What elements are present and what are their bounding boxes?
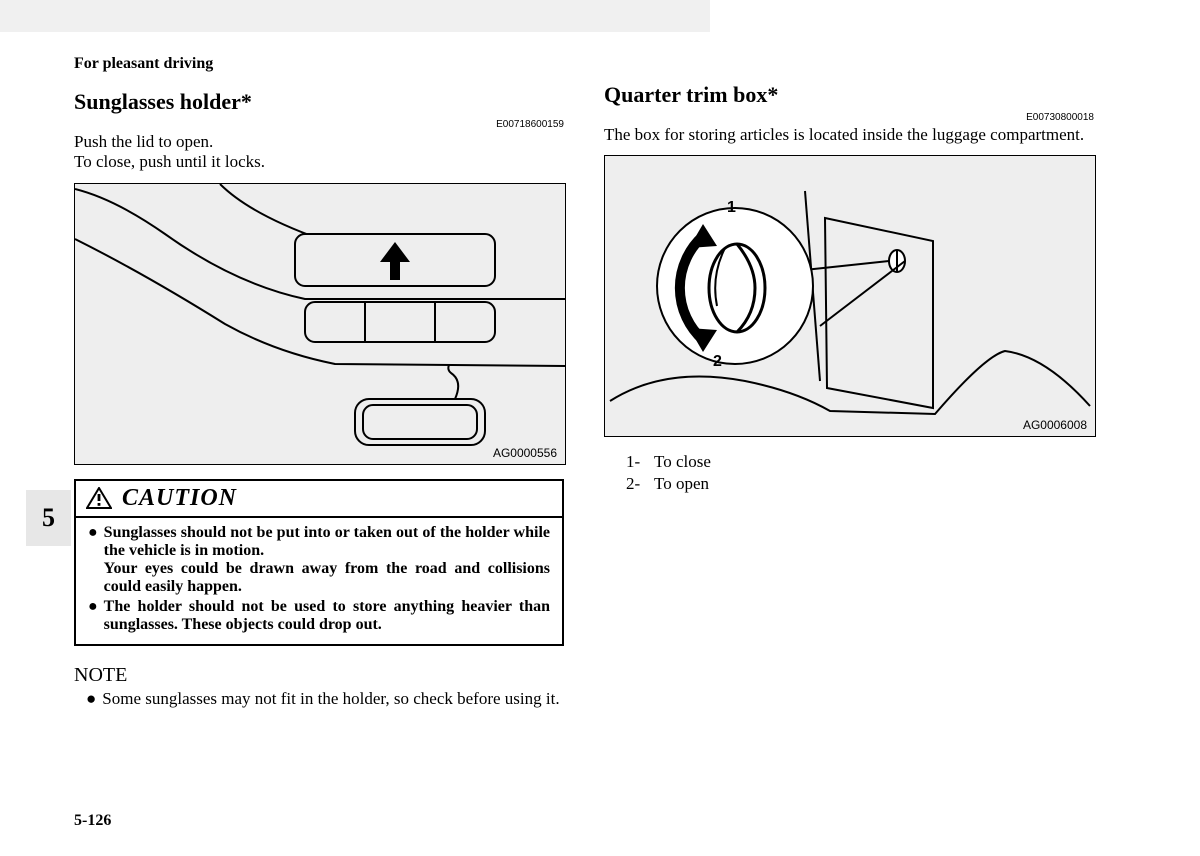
right-doc-id: E00730800018 bbox=[604, 112, 1094, 123]
fig2-label-2: 2 bbox=[713, 353, 722, 370]
caution-item-2: The holder should not be used to store a… bbox=[104, 598, 550, 634]
caution-title-row: CAUTION bbox=[76, 481, 562, 518]
figure1-svg bbox=[75, 184, 565, 464]
top-shade bbox=[0, 0, 710, 32]
legend: 1- To close 2- To open bbox=[626, 451, 1094, 495]
note-title: NOTE bbox=[74, 664, 564, 687]
legend-row-1: 1- To close bbox=[626, 451, 1094, 473]
right-body: The box for storing articles is located … bbox=[604, 125, 1094, 145]
note-text: Some sunglasses may not fit in the holde… bbox=[102, 689, 564, 709]
caution-item-1: Sunglasses should not be put into or tak… bbox=[104, 524, 550, 596]
left-heading: Sunglasses holder* bbox=[74, 89, 564, 115]
right-column: Quarter trim box* E00730800018 The box f… bbox=[604, 82, 1094, 496]
bullet-icon: ● bbox=[88, 524, 98, 596]
left-body: Push the lid to open. To close, push unt… bbox=[74, 132, 564, 173]
figure2-id: AG0006008 bbox=[1023, 418, 1087, 432]
left-column: For pleasant driving Sunglasses holder* … bbox=[74, 55, 564, 709]
figure2-svg: 1 2 bbox=[605, 156, 1095, 436]
bullet-icon: ● bbox=[86, 689, 96, 709]
section-tab: 5 bbox=[26, 490, 71, 546]
figure-sunglasses-holder: AG0000556 bbox=[74, 183, 566, 465]
warning-icon bbox=[86, 487, 112, 509]
left-body-line2: To close, push until it locks. bbox=[74, 152, 265, 171]
left-doc-id: E00718600159 bbox=[74, 119, 564, 130]
figure1-id: AG0000556 bbox=[493, 446, 557, 460]
caution-body: ● Sunglasses should not be put into or t… bbox=[76, 518, 562, 644]
bullet-icon: ● bbox=[88, 598, 98, 634]
legend-1-num: 1- bbox=[626, 451, 654, 473]
note-body: ● Some sunglasses may not fit in the hol… bbox=[74, 689, 564, 709]
figure-quarter-trim-box: 1 2 AG0006008 bbox=[604, 155, 1096, 437]
page-number: 5-126 bbox=[74, 812, 111, 830]
caution-title: CAUTION bbox=[122, 485, 237, 512]
legend-row-2: 2- To open bbox=[626, 473, 1094, 495]
legend-2-text: To open bbox=[654, 473, 709, 495]
running-head: For pleasant driving bbox=[74, 55, 564, 73]
caution-box: CAUTION ● Sunglasses should not be put i… bbox=[74, 479, 564, 646]
legend-1-text: To close bbox=[654, 451, 711, 473]
section-number: 5 bbox=[42, 503, 55, 533]
fig2-label-1: 1 bbox=[727, 199, 736, 216]
legend-2-num: 2- bbox=[626, 473, 654, 495]
page: 5 For pleasant driving Sunglasses holder… bbox=[0, 0, 1200, 856]
right-heading: Quarter trim box* bbox=[604, 82, 1094, 108]
left-body-line1: Push the lid to open. bbox=[74, 132, 213, 151]
